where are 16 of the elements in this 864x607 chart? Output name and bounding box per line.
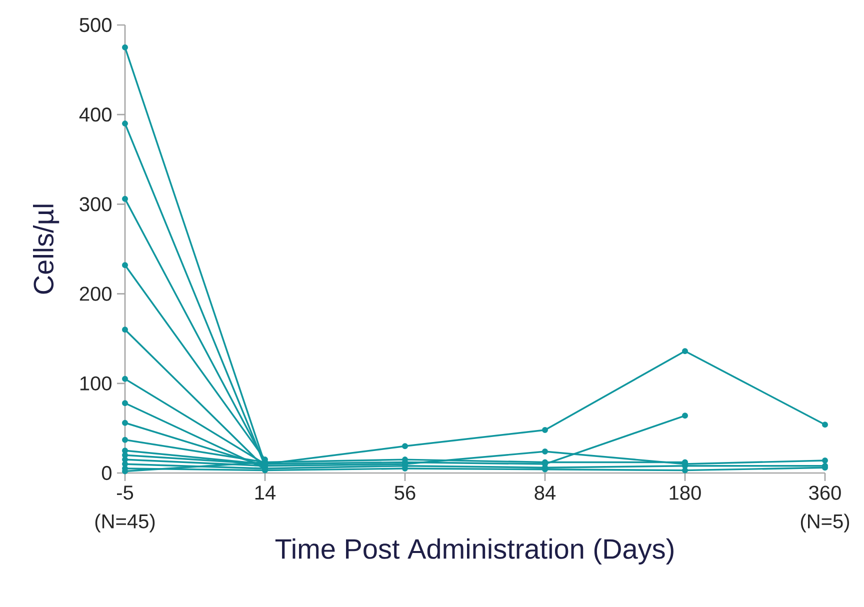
- x-axis-title: Time Post Administration (Days): [275, 538, 674, 564]
- x-tick-label: 56: [394, 486, 416, 500]
- y-tick-label: 100: [80, 376, 112, 390]
- text: (N=5): [800, 514, 850, 532]
- x-tick-label: 180: [670, 486, 701, 500]
- y-axis-title: Cells/µl: [33, 204, 60, 294]
- x-tick-label: 360: [809, 486, 841, 500]
- x-tick-label: 84: [534, 486, 556, 500]
- y-tick-label: 300: [80, 197, 112, 212]
- x-tick-label: -5: [116, 486, 134, 500]
- x-tick-label: 14: [255, 486, 276, 500]
- y-tick-label: 200: [80, 286, 112, 301]
- y-tick-label: 500: [80, 18, 112, 32]
- y-tick-label: 0: [102, 466, 112, 480]
- y-tick-label: 400: [79, 108, 112, 122]
- text: (N=45): [95, 514, 155, 532]
